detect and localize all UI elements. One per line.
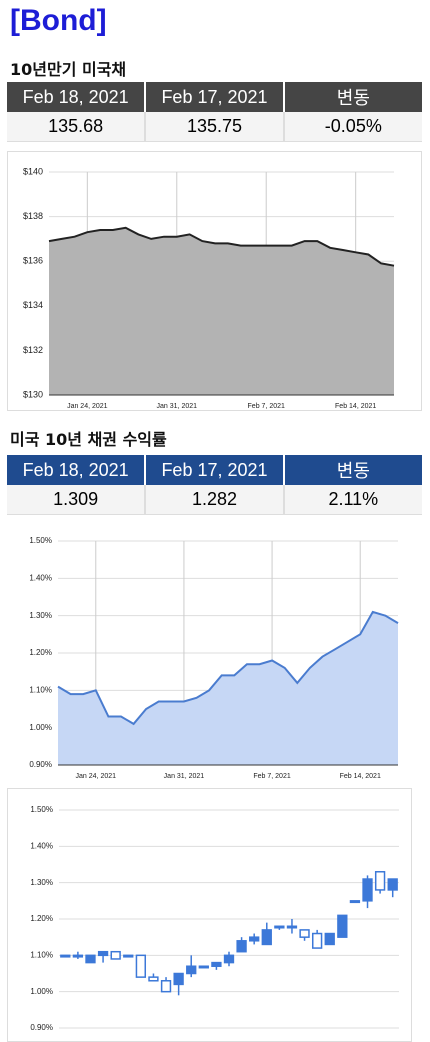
header-cell: Feb 17, 2021	[145, 82, 285, 112]
y-tick-label: $132	[23, 345, 43, 355]
cell: 1.309	[7, 485, 147, 515]
candle-body	[211, 961, 222, 967]
candle-body	[261, 929, 272, 946]
candle-body	[97, 950, 109, 957]
candle-body	[349, 900, 361, 904]
candle-body	[123, 954, 134, 958]
y-tick-label: 0.90%	[29, 760, 52, 769]
x-tick-label: Feb 7, 2021	[248, 403, 285, 410]
area	[58, 611, 398, 765]
y-tick-label: 1.10%	[30, 950, 53, 959]
candle-body	[223, 954, 235, 964]
y-tick-label: 1.50%	[30, 805, 53, 814]
candle-body	[160, 980, 172, 993]
candle-body	[198, 965, 209, 969]
y-tick-label: 1.20%	[30, 914, 53, 923]
x-tick-label: Feb 14, 2021	[340, 773, 381, 780]
cell: 2.11%	[283, 485, 422, 515]
cell: 1.282	[145, 485, 285, 515]
table-caption: 10년만기 미국채	[10, 60, 127, 79]
header-cell: 변동	[283, 82, 422, 112]
header-row: Feb 18, 2021 Feb 17, 2021 변동	[7, 455, 422, 485]
y-tick-label: 1.10%	[29, 685, 52, 694]
x-tick-label: Feb 7, 2021	[253, 773, 290, 780]
candle-body	[362, 878, 373, 902]
y-tick-label: 1.50%	[29, 536, 52, 545]
x-tick-label: Feb 14, 2021	[335, 403, 376, 410]
y-tick-label: 1.30%	[29, 611, 52, 620]
price-table: Feb 18, 2021 Feb 17, 2021 변동 135.68 135.75-…	[7, 82, 422, 142]
chart: 0.90% 1.00% 1.10% 1.20% 1.30% 1.40% 1.50% Jan 2…	[29, 536, 399, 780]
x-tick-label: Jan 31, 2021	[164, 773, 205, 780]
y-tick-label: 0.90%	[30, 1023, 53, 1032]
candle-body	[236, 940, 247, 953]
area	[49, 227, 394, 395]
y-tick-label: $134	[23, 300, 43, 310]
candle-body	[324, 932, 335, 946]
candle-body	[249, 936, 260, 942]
candle-body	[173, 972, 184, 986]
candle-body	[387, 878, 398, 891]
header-cell: Feb 18, 2021	[7, 82, 147, 112]
y-tick-label: $138	[23, 211, 43, 221]
chart: 0.90% 1.00% 1.10% 1.20% 1.30% 1.40% 1.50%	[7, 788, 412, 1042]
candle-body	[148, 976, 159, 982]
chart: $130 $132 $134 $136 $138 $140 Jan 24, 2021 Jan …	[7, 151, 422, 411]
header-cell: 변동	[283, 455, 422, 485]
candle-body	[186, 965, 197, 975]
candle-body	[286, 925, 298, 929]
page-title: [Bond]	[10, 4, 107, 37]
y-tick-label: $136	[23, 256, 43, 266]
cell: -0.05%	[283, 112, 422, 142]
table-caption: 미국 10년 채권 수익률	[10, 430, 167, 449]
line	[48, 226, 395, 267]
candle-body	[135, 954, 147, 978]
candle-body	[274, 925, 285, 929]
x-tick-label: Jan 31, 2021	[157, 403, 198, 410]
line	[57, 610, 399, 726]
value-row: 135.68 135.75 -0.05%	[7, 112, 422, 142]
y-tick-label: 1.20%	[29, 648, 52, 657]
candle-body	[311, 932, 323, 949]
candle-body	[110, 950, 121, 960]
yield-table: Feb 18, 2021 Feb 17, 2021 변동 1.309 1.282 2.1…	[7, 455, 422, 515]
y-tick-label: 1.30%	[30, 878, 53, 887]
x-tick-label: Jan 24, 2021	[76, 773, 117, 780]
candle-body	[337, 914, 348, 938]
y-tick-label: $140	[23, 166, 43, 176]
candle-body	[72, 954, 84, 958]
y-tick-label: 1.40%	[30, 841, 53, 850]
candle-body	[85, 954, 96, 964]
candle-body	[299, 929, 310, 938]
value-row: 1.309 1.282 2.11%	[7, 485, 422, 515]
cell: 135.75	[145, 112, 285, 142]
header-row: Feb 18, 2021 Feb 17, 2021 변동	[7, 82, 422, 112]
cell: 135.68	[7, 112, 147, 142]
y-tick-label: 1.40%	[29, 573, 52, 582]
y-tick-label: $130	[23, 389, 43, 399]
candle-body	[60, 954, 71, 958]
y-tick-label: 1.00%	[30, 987, 53, 996]
header-cell: Feb 18, 2021	[7, 455, 147, 485]
y-tick-label: 1.00%	[29, 723, 52, 732]
header-cell: Feb 17, 2021	[145, 455, 285, 485]
candle-body	[374, 871, 386, 891]
x-tick-label: Jan 24, 2021	[67, 403, 108, 410]
